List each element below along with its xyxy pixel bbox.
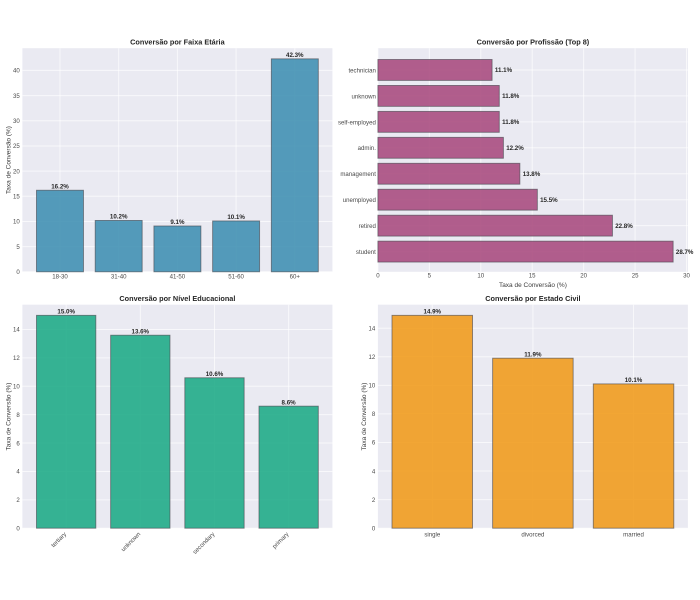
svg-text:8: 8 xyxy=(372,411,376,418)
svg-text:13.6%: 13.6% xyxy=(132,328,150,335)
svg-text:25: 25 xyxy=(632,273,639,280)
svg-text:admin.: admin. xyxy=(358,145,377,152)
svg-text:10.1%: 10.1% xyxy=(227,214,245,221)
svg-text:13.8%: 13.8% xyxy=(523,171,541,178)
svg-text:12: 12 xyxy=(369,354,376,361)
svg-text:28.7%: 28.7% xyxy=(676,249,694,256)
svg-text:30: 30 xyxy=(683,273,690,280)
svg-text:4: 4 xyxy=(372,468,376,475)
svg-text:15.0%: 15.0% xyxy=(57,309,75,316)
svg-text:10: 10 xyxy=(13,219,20,226)
svg-text:51-60: 51-60 xyxy=(228,273,244,280)
svg-text:10.6%: 10.6% xyxy=(206,371,224,378)
svg-text:6: 6 xyxy=(16,440,20,447)
svg-text:divorced: divorced xyxy=(521,531,544,538)
svg-text:self-employed: self-employed xyxy=(338,119,376,126)
svg-text:14: 14 xyxy=(13,327,20,334)
svg-text:30: 30 xyxy=(13,118,20,125)
svg-text:4: 4 xyxy=(16,469,20,476)
svg-text:Conversão por Nível Educaciona: Conversão por Nível Educacional xyxy=(119,294,235,303)
svg-text:unknown: unknown xyxy=(351,93,375,100)
svg-text:Taxa de Conversão (%): Taxa de Conversão (%) xyxy=(499,282,567,289)
svg-text:Conversão por Estado Civil: Conversão por Estado Civil xyxy=(485,294,580,303)
svg-text:technician: technician xyxy=(348,67,375,74)
svg-text:8.6%: 8.6% xyxy=(282,399,297,406)
svg-text:12.2%: 12.2% xyxy=(506,145,524,152)
svg-text:60+: 60+ xyxy=(290,273,301,280)
svg-text:2: 2 xyxy=(372,497,376,504)
svg-text:Taxa de Conversão (%): Taxa de Conversão (%) xyxy=(361,383,368,451)
svg-text:Taxa de Conversão (%): Taxa de Conversão (%) xyxy=(6,383,13,451)
svg-text:0: 0 xyxy=(16,525,20,532)
svg-text:10: 10 xyxy=(369,383,376,390)
svg-text:14: 14 xyxy=(369,325,376,332)
svg-text:0: 0 xyxy=(376,273,380,280)
svg-text:11.8%: 11.8% xyxy=(502,119,520,126)
svg-text:40: 40 xyxy=(13,68,20,75)
svg-text:8: 8 xyxy=(16,412,20,419)
svg-text:18-30: 18-30 xyxy=(52,273,68,280)
svg-text:12: 12 xyxy=(13,355,20,362)
svg-text:15.5%: 15.5% xyxy=(540,197,558,204)
svg-text:11.8%: 11.8% xyxy=(502,93,520,100)
svg-text:9.1%: 9.1% xyxy=(170,219,185,226)
svg-text:unemployed: unemployed xyxy=(343,197,376,204)
svg-text:5: 5 xyxy=(16,244,20,251)
svg-text:15: 15 xyxy=(13,194,20,201)
svg-text:10: 10 xyxy=(13,384,20,391)
svg-text:0: 0 xyxy=(16,269,20,276)
svg-text:retired: retired xyxy=(359,223,376,230)
svg-text:10: 10 xyxy=(477,273,484,280)
svg-text:married: married xyxy=(623,531,644,538)
svg-text:student: student xyxy=(356,249,376,256)
svg-text:10.1%: 10.1% xyxy=(625,377,643,384)
svg-text:11.1%: 11.1% xyxy=(495,67,513,74)
svg-text:31-40: 31-40 xyxy=(111,273,127,280)
svg-text:Conversão por Profissão (Top 8: Conversão por Profissão (Top 8) xyxy=(477,38,590,47)
svg-text:25: 25 xyxy=(13,143,20,150)
svg-text:14.9%: 14.9% xyxy=(424,309,442,316)
svg-text:11.9%: 11.9% xyxy=(524,351,542,358)
svg-text:management: management xyxy=(340,171,376,178)
svg-text:15: 15 xyxy=(529,273,536,280)
svg-text:0: 0 xyxy=(372,525,376,532)
svg-text:Taxa de Conversão (%): Taxa de Conversão (%) xyxy=(6,126,13,194)
svg-text:single: single xyxy=(424,531,441,538)
svg-text:20: 20 xyxy=(580,273,587,280)
svg-text:10.2%: 10.2% xyxy=(110,214,128,221)
svg-text:6: 6 xyxy=(372,440,376,447)
svg-text:5: 5 xyxy=(428,273,432,280)
svg-text:Conversão por Faixa Etária: Conversão por Faixa Etária xyxy=(130,38,225,47)
svg-text:2: 2 xyxy=(16,497,20,504)
svg-text:22.8%: 22.8% xyxy=(615,223,633,230)
svg-text:16.2%: 16.2% xyxy=(51,183,69,190)
svg-text:35: 35 xyxy=(13,93,20,100)
svg-text:42.3%: 42.3% xyxy=(286,52,304,59)
svg-text:20: 20 xyxy=(13,168,20,175)
svg-text:41-50: 41-50 xyxy=(170,273,186,280)
